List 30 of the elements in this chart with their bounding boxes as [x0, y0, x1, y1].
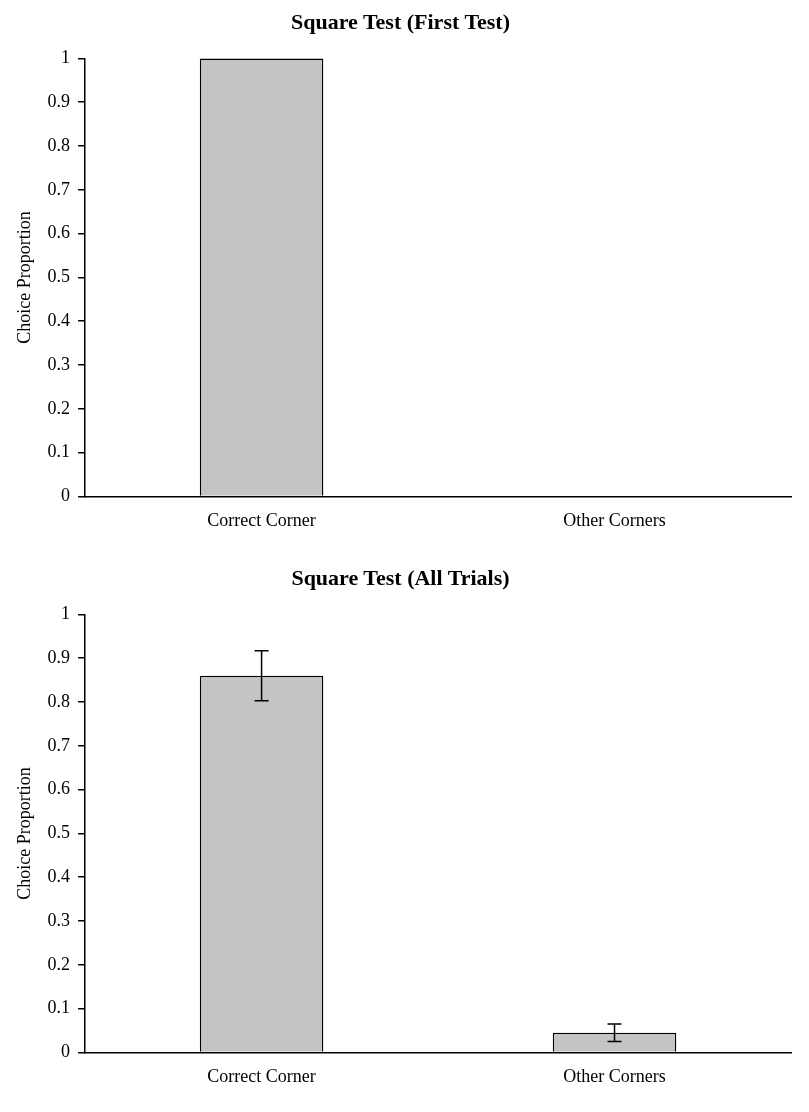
x-tick-label: Other Corners	[563, 509, 666, 530]
y-tick-label: 0.5	[47, 822, 71, 843]
y-tick-label: 0.3	[47, 909, 71, 930]
y-tick-label: 0.5	[47, 266, 71, 287]
y-tick-label: 1	[61, 47, 71, 68]
y-tick-label: 0.7	[47, 734, 71, 755]
y-tick-label: 0.9	[47, 646, 71, 667]
y-tick-label: 0.4	[47, 865, 71, 886]
x-tick-label: Other Corners	[563, 1065, 666, 1086]
y-axis-title: Choice Proportion	[13, 767, 34, 900]
y-tick-label: 0.1	[47, 441, 71, 462]
y-tick-label: 0	[61, 485, 71, 506]
y-tick-label: 0.6	[47, 778, 71, 799]
y-tick-label: 0.4	[47, 309, 71, 330]
y-tick-label: 0.7	[47, 178, 71, 199]
y-tick-label: 1	[61, 603, 71, 624]
y-tick-label: 0.1	[47, 997, 71, 1018]
x-tick-label: Correct Corner	[207, 1065, 316, 1086]
y-tick-label: 0	[61, 1041, 71, 1062]
y-axis-title: Choice Proportion	[13, 211, 34, 344]
y-tick-label: 0.2	[47, 953, 71, 974]
chart-title: Square Test (First Test)	[290, 8, 511, 34]
x-tick-label: Correct Corner	[207, 509, 316, 530]
y-tick-label: 0.9	[47, 90, 71, 111]
chart-title: Square Test (All Trials)	[291, 564, 510, 590]
y-tick-label: 0.6	[47, 222, 71, 243]
y-tick-label: 0.8	[47, 134, 71, 155]
y-tick-label: 0.3	[47, 353, 71, 374]
y-tick-label: 0.8	[47, 690, 71, 711]
y-tick-label: 0.2	[47, 397, 71, 418]
